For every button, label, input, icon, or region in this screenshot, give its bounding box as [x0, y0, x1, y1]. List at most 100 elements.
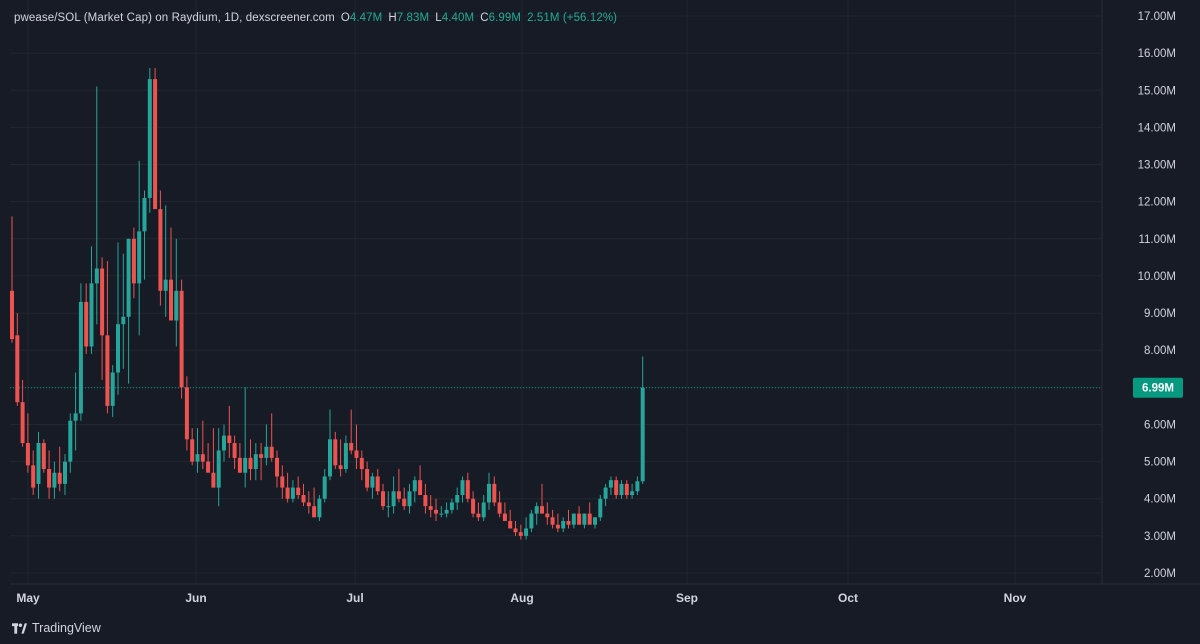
candle[interactable] — [481, 495, 486, 522]
candle[interactable] — [275, 450, 279, 488]
candle[interactable] — [534, 502, 539, 525]
candle[interactable] — [63, 454, 67, 496]
candle[interactable] — [640, 356, 645, 484]
candle[interactable] — [174, 238, 179, 347]
candle[interactable] — [561, 517, 566, 533]
candles[interactable] — [10, 67, 645, 540]
candle[interactable] — [237, 443, 242, 473]
candle[interactable] — [545, 502, 550, 525]
candle[interactable] — [354, 424, 359, 470]
candle[interactable] — [587, 502, 592, 525]
candle[interactable] — [502, 502, 507, 522]
candle[interactable] — [264, 424, 269, 466]
candle[interactable] — [407, 483, 412, 514]
candle[interactable] — [126, 238, 131, 384]
candle[interactable] — [476, 502, 481, 522]
symbol-title[interactable]: pwease/SOL (Market Cap) on Raydium, 1D, … — [14, 12, 335, 24]
candle[interactable] — [89, 246, 94, 354]
candle[interactable] — [41, 439, 46, 473]
candle[interactable] — [100, 257, 105, 380]
candle[interactable] — [423, 483, 428, 514]
candle[interactable] — [306, 491, 311, 514]
candle[interactable] — [577, 506, 582, 525]
candle[interactable] — [328, 409, 332, 481]
candle[interactable] — [163, 205, 168, 317]
candle[interactable] — [116, 242, 120, 395]
candle[interactable] — [338, 439, 343, 477]
candle[interactable] — [216, 428, 221, 507]
candle[interactable] — [105, 261, 110, 414]
candle[interactable] — [529, 509, 534, 533]
candle[interactable] — [179, 279, 184, 399]
candle[interactable] — [312, 487, 317, 518]
candle[interactable] — [434, 498, 438, 522]
candle[interactable] — [343, 435, 348, 473]
price-axis[interactable]: 2.00M3.00M4.00M5.00M6.00M7.00M8.00M9.00M… — [1138, 11, 1176, 580]
candle[interactable] — [518, 524, 523, 540]
candle[interactable] — [571, 513, 576, 529]
candle[interactable] — [131, 227, 136, 299]
candle[interactable] — [603, 483, 608, 507]
time-axis[interactable]: May Jun Jul Aug Sep Oct Nov — [16, 591, 1026, 605]
candle[interactable] — [301, 483, 306, 507]
candle[interactable] — [412, 476, 417, 503]
candle[interactable] — [444, 502, 449, 518]
candle[interactable] — [391, 476, 396, 514]
candle[interactable] — [222, 424, 226, 462]
candle[interactable] — [280, 465, 285, 499]
candle[interactable] — [386, 491, 391, 518]
candle[interactable] — [36, 431, 41, 499]
candle[interactable] — [10, 216, 14, 343]
candle[interactable] — [333, 431, 338, 470]
candle[interactable] — [147, 67, 152, 213]
candle[interactable] — [153, 67, 158, 210]
candle[interactable] — [121, 253, 126, 369]
tradingview-brand[interactable]: TradingView — [12, 621, 101, 635]
candle[interactable] — [492, 476, 497, 507]
candle[interactable] — [635, 476, 640, 496]
candle[interactable] — [465, 472, 470, 503]
candle[interactable] — [365, 461, 370, 492]
candle[interactable] — [317, 495, 322, 522]
candle[interactable] — [513, 521, 518, 536]
candle[interactable] — [497, 491, 502, 518]
candle[interactable] — [195, 428, 200, 473]
candle[interactable] — [608, 476, 613, 496]
candle[interactable] — [15, 313, 20, 406]
candle[interactable] — [57, 446, 62, 492]
candle[interactable] — [418, 465, 423, 496]
candle[interactable] — [455, 487, 460, 510]
candle[interactable] — [359, 450, 364, 481]
candle[interactable] — [253, 443, 258, 481]
candle[interactable] — [211, 428, 216, 488]
candle[interactable] — [290, 480, 295, 503]
candle[interactable] — [94, 86, 99, 325]
candle[interactable] — [566, 509, 571, 529]
candle[interactable] — [142, 190, 147, 280]
candle[interactable] — [206, 443, 211, 473]
candle[interactable] — [47, 450, 52, 499]
candle[interactable] — [232, 435, 237, 470]
candle[interactable] — [78, 283, 83, 421]
candle[interactable] — [370, 472, 375, 499]
candle[interactable] — [598, 495, 603, 522]
candle[interactable] — [169, 227, 173, 321]
candle[interactable] — [137, 160, 142, 336]
candle[interactable] — [158, 190, 163, 306]
candle[interactable] — [381, 483, 385, 510]
candle[interactable] — [550, 509, 555, 529]
candle[interactable] — [524, 517, 529, 540]
candle[interactable] — [227, 405, 232, 458]
candle[interactable] — [614, 476, 619, 499]
candle[interactable] — [487, 472, 491, 510]
candle[interactable] — [624, 480, 629, 499]
candle[interactable] — [322, 469, 327, 503]
candle[interactable] — [449, 498, 454, 514]
candle[interactable] — [471, 491, 476, 518]
candle[interactable] — [20, 379, 25, 447]
candle[interactable] — [428, 495, 433, 518]
candle[interactable] — [593, 517, 597, 529]
candle[interactable] — [619, 480, 624, 499]
candle[interactable] — [508, 509, 513, 529]
